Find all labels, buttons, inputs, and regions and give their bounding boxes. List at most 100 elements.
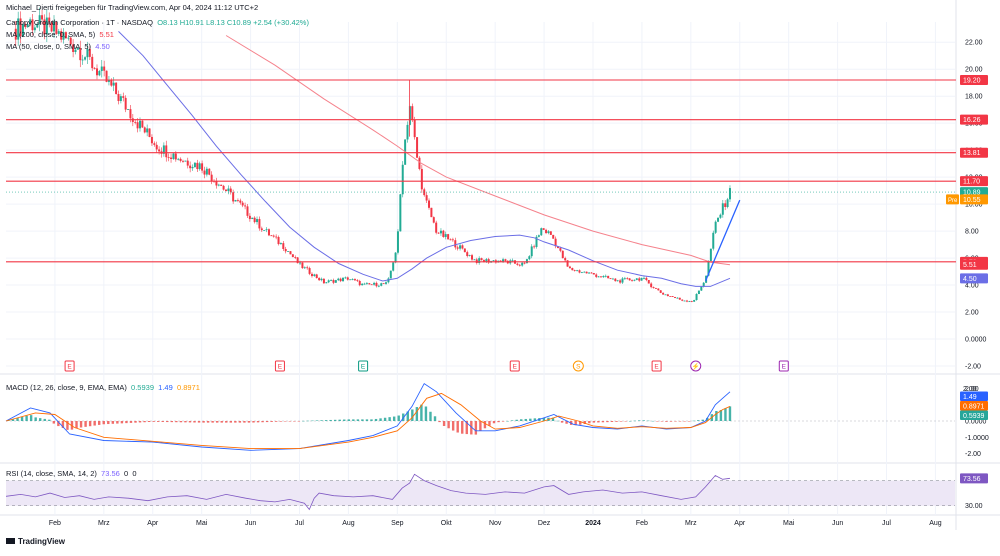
- macd-hist-bar: [656, 421, 659, 422]
- candle-body: [659, 290, 662, 293]
- earnings-marker: [651, 360, 662, 372]
- candle-body: [566, 260, 569, 267]
- macd-hist-bar: [429, 411, 432, 421]
- macd-hist-bar: [247, 421, 251, 423]
- candle-body: [215, 181, 218, 186]
- candle-body: [284, 248, 287, 252]
- earnings-marker: [778, 360, 789, 372]
- candle-body: [129, 109, 132, 119]
- macd-hist-bar: [225, 421, 228, 423]
- macd-hist-bar: [98, 421, 101, 425]
- price-axis-label-bg: [960, 194, 988, 205]
- candle-body: [141, 120, 144, 128]
- macd-hist-bar: [697, 420, 700, 421]
- earnings-marker-text: E: [513, 364, 518, 371]
- candle-body: [308, 268, 311, 274]
- candle-body: [299, 262, 302, 264]
- candle-body: [521, 262, 524, 266]
- candle-body: [112, 82, 115, 86]
- candle-body: [170, 157, 173, 159]
- candle-body: [642, 277, 645, 279]
- rsi-tick-label: 30.00: [965, 503, 983, 510]
- earnings-marker: [358, 360, 369, 372]
- symbol-text[interactable]: Canopy Growth Corporation · 1T · NASDAQ: [6, 18, 154, 27]
- candle-body: [664, 294, 667, 296]
- publisher-text: Michael_Dierti freigegeben für TradingVi…: [6, 3, 259, 12]
- macd-hist-bar: [84, 421, 87, 427]
- macd-hist-bar: [510, 420, 514, 421]
- candle-body: [117, 94, 120, 102]
- candle-body: [545, 229, 548, 234]
- candle-body: [210, 174, 213, 181]
- candle-body: [105, 70, 108, 82]
- candle-body: [559, 248, 562, 251]
- candle-body: [552, 234, 555, 239]
- macd-hist-bar: [565, 421, 568, 424]
- candle-body: [599, 276, 602, 278]
- candle-body: [277, 237, 280, 245]
- candle-body: [41, 15, 44, 20]
- candle-body: [471, 255, 474, 260]
- macd-hist-bar: [175, 421, 178, 423]
- macd-hist-bar: [515, 419, 518, 421]
- candle-body: [423, 189, 426, 196]
- macd-legend[interactable]: MACD (12, 26, close, 9, EMA, EMA) 0.5939…: [6, 383, 200, 392]
- trend-line: [704, 199, 741, 282]
- candle-body: [678, 297, 681, 300]
- macd-hist-bar: [161, 421, 164, 422]
- candle-body: [351, 279, 354, 280]
- candle-body: [425, 195, 428, 201]
- macd-hist-bar: [374, 418, 378, 421]
- macd-hist-bar: [624, 421, 627, 422]
- macd-hist-bar: [79, 421, 83, 428]
- candle-body: [346, 277, 349, 280]
- candle-body: [533, 246, 536, 248]
- macd-hist-bar: [20, 416, 24, 421]
- rsi-value: 73.56: [101, 469, 120, 478]
- candle-body: [296, 257, 299, 264]
- candle-body: [361, 283, 364, 286]
- candle-body: [411, 106, 414, 120]
- macd-hist-bar: [610, 421, 614, 422]
- candle-body: [64, 32, 67, 39]
- candle-body: [191, 167, 194, 169]
- candle-body: [19, 18, 22, 37]
- candle-body: [633, 279, 636, 281]
- candle-body: [504, 259, 507, 261]
- ma50-legend[interactable]: MA (50, close, 0, SMA, 5) 4.50: [6, 42, 110, 51]
- macd-hist-bar: [143, 421, 146, 423]
- candle-body: [638, 278, 641, 281]
- macd-hist-bar: [533, 418, 537, 421]
- candle-body: [650, 283, 653, 288]
- candle-body: [184, 160, 187, 162]
- candle-body: [635, 278, 638, 280]
- macd-hist-bar: [57, 421, 60, 427]
- tradingview-logo[interactable]: TradingView: [6, 537, 65, 546]
- ma200-legend[interactable]: MA (200, close, 0, SMA, 5) 5.51: [6, 30, 114, 39]
- rsi-legend[interactable]: RSI (14, close, SMA, 14, 2) 73.56 0 0: [6, 469, 137, 478]
- candle-body: [172, 153, 175, 159]
- candle-body: [95, 68, 98, 76]
- candle-body: [138, 120, 141, 129]
- candle-body: [313, 274, 316, 277]
- macd-hist-bar: [392, 416, 396, 421]
- time-tick-label: Jul: [882, 520, 891, 527]
- macd-hist-bar: [470, 421, 473, 435]
- candle-body: [499, 260, 502, 262]
- macd-hist-bar: [601, 421, 605, 423]
- candle-body: [146, 128, 149, 133]
- candle-body: [289, 251, 292, 255]
- time-tick-label: Mrz: [98, 520, 110, 527]
- macd-hist-bar: [315, 420, 319, 421]
- macd-hist-bar: [170, 421, 174, 423]
- candle-body: [344, 277, 347, 279]
- macd-hist-bar: [202, 421, 205, 423]
- macd-hist-bar: [356, 419, 360, 421]
- candle-body: [511, 260, 514, 262]
- candle-body: [205, 168, 208, 175]
- candle-body: [657, 288, 660, 291]
- rsi-aux-1: 0: [124, 469, 129, 478]
- ma200-value: 5.51: [99, 30, 114, 39]
- candle-body: [57, 31, 60, 34]
